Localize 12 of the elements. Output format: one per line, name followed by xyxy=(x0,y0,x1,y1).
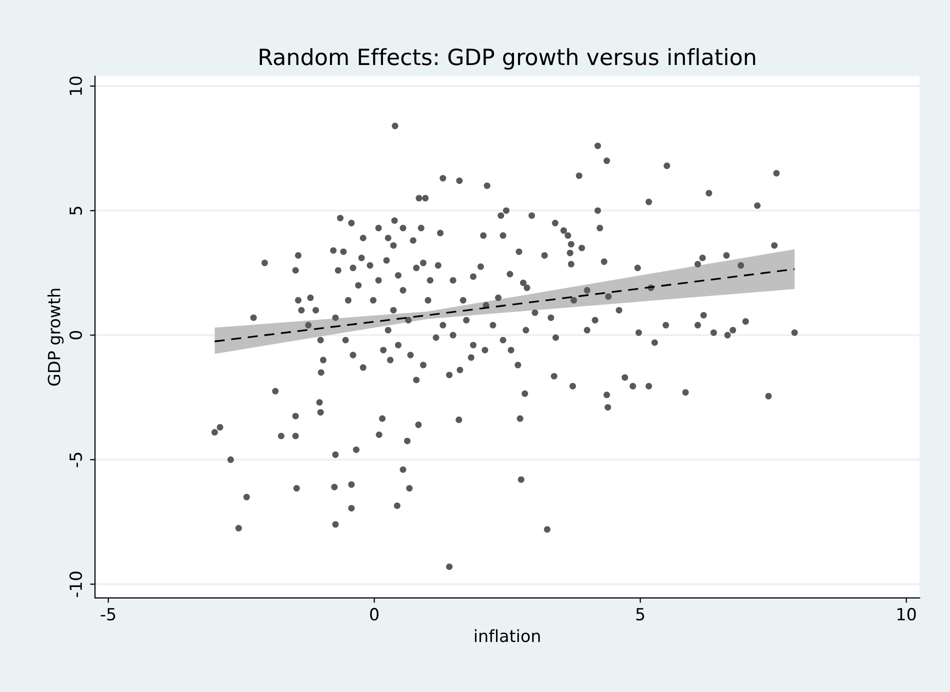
x-tick-label: 5 xyxy=(636,608,644,621)
y-tick-label: 0 xyxy=(69,330,82,340)
x-axis-title: inflation xyxy=(474,629,540,642)
y-tick-label: 5 xyxy=(70,206,82,215)
y-tick-label: -10 xyxy=(69,572,82,597)
x-tick-label: 0 xyxy=(370,608,378,621)
x-tick-label: 10 xyxy=(898,608,916,621)
y-tick-label: 10 xyxy=(69,76,82,95)
y-tick-label: -5 xyxy=(70,452,82,468)
x-tick-label: -5 xyxy=(100,608,116,621)
y-axis-title: GDP growth xyxy=(47,288,64,386)
chart-title: Random Effects: GDP growth versus inflation xyxy=(260,48,756,70)
